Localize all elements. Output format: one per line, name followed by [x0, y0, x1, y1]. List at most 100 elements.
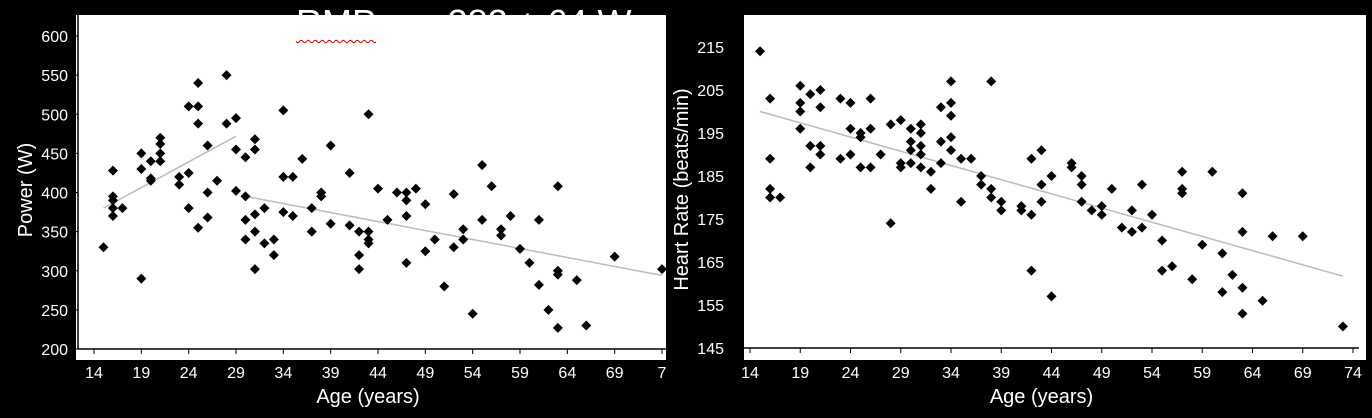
hr-data-point — [1036, 196, 1047, 207]
hr-data-point — [1076, 196, 1087, 207]
power-data-point — [657, 264, 667, 275]
hr-data-point — [915, 119, 926, 130]
hr-data-point — [935, 158, 946, 169]
hr-data-point — [845, 123, 856, 134]
hr-data-point — [1096, 201, 1107, 212]
hr-data-point — [885, 218, 896, 229]
heart-rate-vs-age-chart: 145 155 165 175 185 195 205 215 14 19 24 29 34 39 44 49… — [671, 15, 1362, 408]
power-data-point — [155, 156, 166, 167]
power-x-tick-label: 44 — [369, 365, 387, 382]
power-y-tick-label: 400 — [41, 186, 68, 203]
power-data-point — [107, 210, 118, 221]
power-data-point — [316, 191, 327, 202]
hr-x-tick-label: 44 — [1043, 365, 1061, 382]
power-data-point — [107, 195, 118, 206]
power-data-point — [401, 195, 412, 206]
power-data-point — [183, 203, 194, 214]
hr-data-point — [915, 162, 926, 173]
power-data-point — [107, 165, 118, 176]
power-data-point — [401, 210, 412, 221]
hr-data-point — [1197, 239, 1208, 250]
hr-data-point — [966, 153, 977, 164]
power-data-point — [552, 181, 563, 192]
hr-data-point — [1046, 171, 1057, 181]
power-data-point — [467, 308, 478, 319]
power-data-point — [344, 167, 355, 178]
hr-data-point — [996, 196, 1007, 207]
power-data-point — [581, 320, 592, 331]
power-x-tick-label: 39 — [322, 365, 340, 382]
power-data-point — [429, 234, 440, 245]
hr-data-point — [1167, 261, 1178, 272]
power-data-point — [287, 171, 298, 182]
power-data-point — [306, 203, 317, 214]
power-y-tick-label: 450 — [41, 146, 68, 163]
hr-x-tick-label: 64 — [1244, 365, 1262, 382]
hr-formula-label: 210 – 0.66×年龄 — [992, 22, 1256, 63]
hr-data-point — [815, 85, 826, 95]
power-trendline — [103, 135, 237, 209]
power-y-tick-label: 500 — [41, 107, 68, 124]
hr-data-point — [765, 183, 776, 194]
power-x-tick-label: 64 — [558, 365, 576, 382]
hr-data-point — [946, 145, 956, 156]
hr-x-tick-label: 69 — [1294, 365, 1312, 382]
hr-data-point — [895, 162, 906, 173]
power-data-point — [354, 250, 365, 261]
hr-data-point — [1207, 166, 1218, 177]
hr-data-point — [855, 132, 866, 143]
power-data-point — [202, 140, 213, 151]
power-data-point — [240, 152, 251, 163]
hr-data-point — [1237, 282, 1248, 293]
power-data-point — [401, 257, 412, 268]
power-x-tick-label: 34 — [274, 365, 292, 382]
power-data-point — [448, 242, 459, 253]
hr-data-point — [805, 162, 816, 173]
power-data-point — [221, 70, 232, 81]
hr-data-point — [946, 97, 956, 108]
power-data-point — [155, 138, 166, 149]
hr-data-point — [845, 97, 856, 108]
power-data-point — [533, 214, 544, 225]
hr-x-tick-label: 34 — [942, 365, 960, 382]
power-data-point — [533, 279, 544, 290]
power-data-point — [193, 77, 204, 88]
hr-data-point — [976, 179, 987, 190]
hr-data-point — [946, 76, 956, 87]
power-data-point — [354, 226, 365, 237]
power-y-tick-label: 250 — [41, 303, 68, 320]
power-x-tick-label: 59 — [511, 365, 529, 382]
power-data-point — [221, 118, 232, 129]
hr-data-point — [855, 162, 866, 173]
power-data-point — [344, 220, 355, 231]
power-data-point — [477, 160, 488, 171]
power-data-point — [193, 222, 204, 233]
hr-data-point — [865, 93, 876, 104]
power-data-point — [240, 234, 251, 245]
power-data-point — [98, 242, 109, 253]
hr-data-point — [1116, 222, 1127, 233]
rmp-max-label: RMPmax : 382 ± 64 W — [296, 2, 631, 47]
hr-data-point — [795, 97, 806, 108]
hr-data-point — [935, 136, 946, 147]
hr-data-point — [905, 145, 916, 156]
hr-data-point — [1106, 183, 1117, 194]
power-y-axis-title: Power (W) — [15, 143, 37, 237]
hr-data-point — [1297, 231, 1308, 242]
hr-data-point — [1157, 265, 1168, 276]
power-data-point — [259, 203, 270, 214]
hr-data-point — [986, 183, 997, 194]
power-data-point — [439, 281, 450, 292]
power-data-point — [249, 226, 260, 237]
power-data-point — [212, 175, 223, 186]
power-data-point — [552, 322, 563, 333]
hr-data-point — [895, 115, 906, 126]
power-data-point — [278, 207, 289, 218]
hr-data-point — [946, 110, 956, 121]
power-data-point — [259, 238, 270, 249]
power-data-point — [193, 101, 204, 112]
hr-data-point — [1147, 209, 1157, 220]
hr-data-point — [815, 149, 826, 160]
power-data-point — [145, 173, 156, 184]
